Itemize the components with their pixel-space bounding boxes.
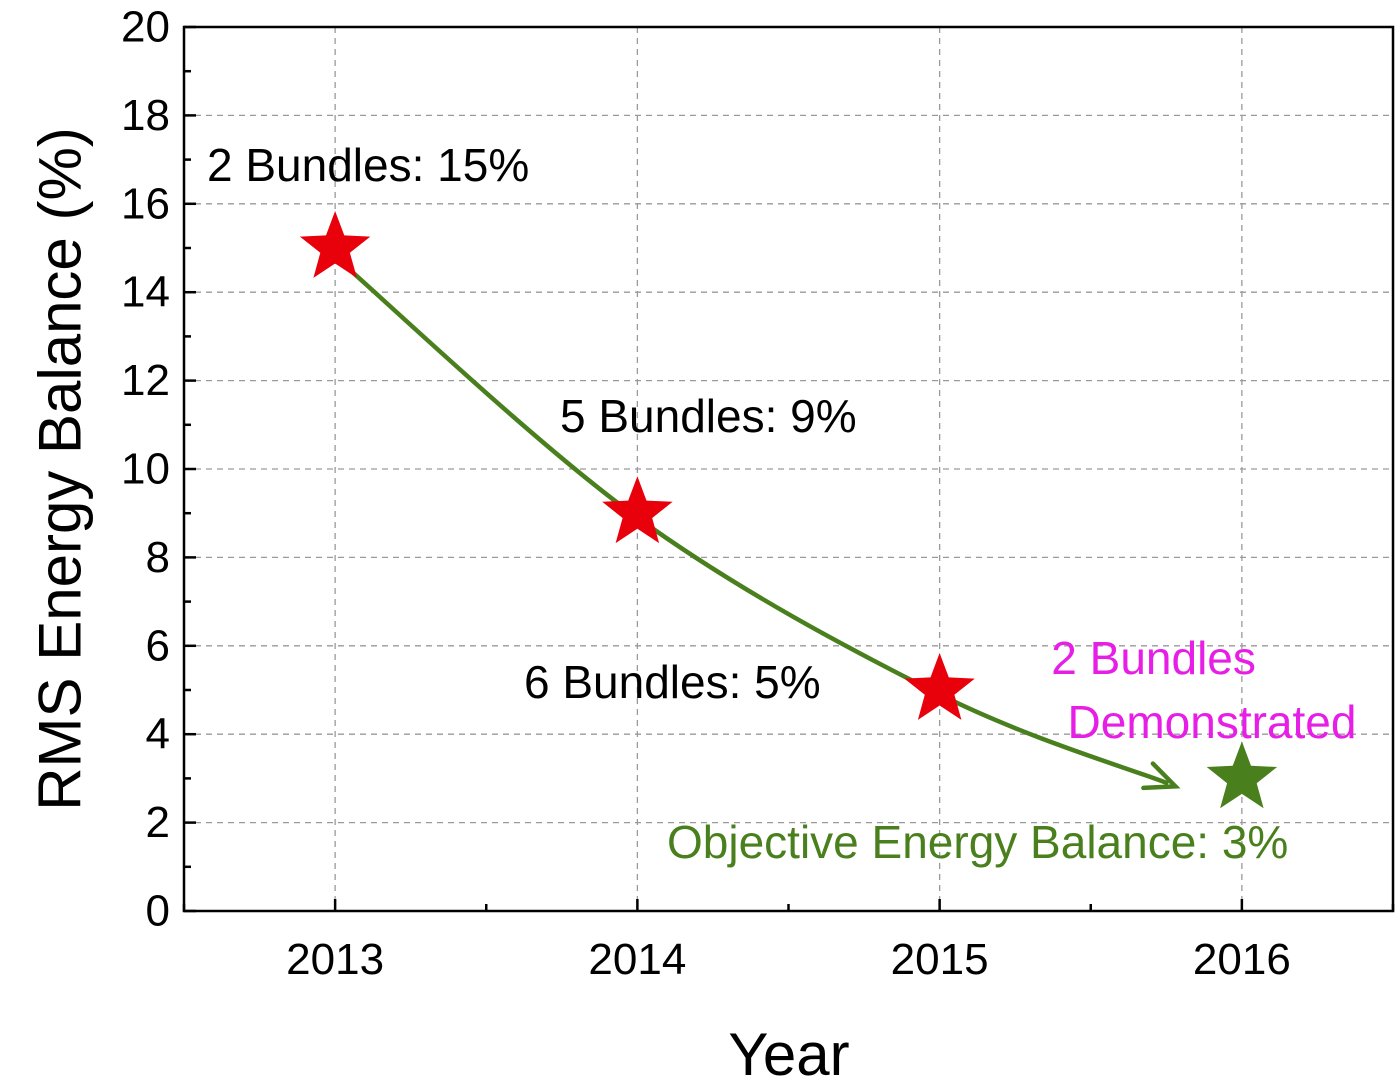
star-marker-2015: [904, 653, 975, 720]
y-tick-label: 10: [121, 445, 170, 494]
y-tick-label: 20: [121, 3, 170, 52]
annotation-line-2: Demonstrated: [1068, 696, 1357, 748]
label-2015: 6 Bundles: 5%: [524, 656, 821, 708]
trend-curve: [332, 254, 1169, 786]
axis-ticks: 0 2 4 6 8 10 12 14 16 18 20 2013 2014 2015 2016: [121, 3, 1395, 984]
star-marker-2013: [299, 211, 371, 278]
trend-arrowhead: [1141, 761, 1181, 791]
y-tick-label: 16: [121, 179, 170, 228]
x-axis-title: Year: [728, 1021, 849, 1087]
label-2013: 2 Bundles: 15%: [207, 139, 529, 191]
x-tick-label: 2014: [588, 935, 686, 984]
data-markers: [299, 211, 1278, 809]
x-tick-label: 2016: [1193, 935, 1291, 984]
label-objective: Objective Energy Balance: 3%: [667, 816, 1288, 868]
y-tick-label: 8: [146, 533, 170, 582]
x-tick-label: 2013: [286, 935, 384, 984]
annotation-line-1: 2 Bundles: [1051, 632, 1256, 684]
y-tick-label: 0: [146, 887, 170, 936]
x-tick-label: 2015: [891, 935, 989, 984]
grid-lines: [184, 27, 1393, 911]
trend-arrow: [332, 254, 1181, 791]
y-tick-label: 18: [121, 91, 170, 140]
y-axis-title: RMS Energy Balance (%): [27, 127, 94, 811]
y-tick-label: 2: [146, 798, 170, 847]
label-2014: 5 Bundles: 9%: [560, 390, 857, 442]
star-marker-2016: [1206, 741, 1278, 809]
annotation-demonstrated: 2 Bundles Demonstrated: [1051, 632, 1356, 748]
star-marker-2014: [602, 476, 673, 544]
y-tick-label: 6: [146, 621, 170, 670]
y-tick-label: 4: [146, 710, 170, 759]
y-tick-label: 14: [121, 268, 170, 317]
y-tick-label: 12: [121, 356, 170, 405]
